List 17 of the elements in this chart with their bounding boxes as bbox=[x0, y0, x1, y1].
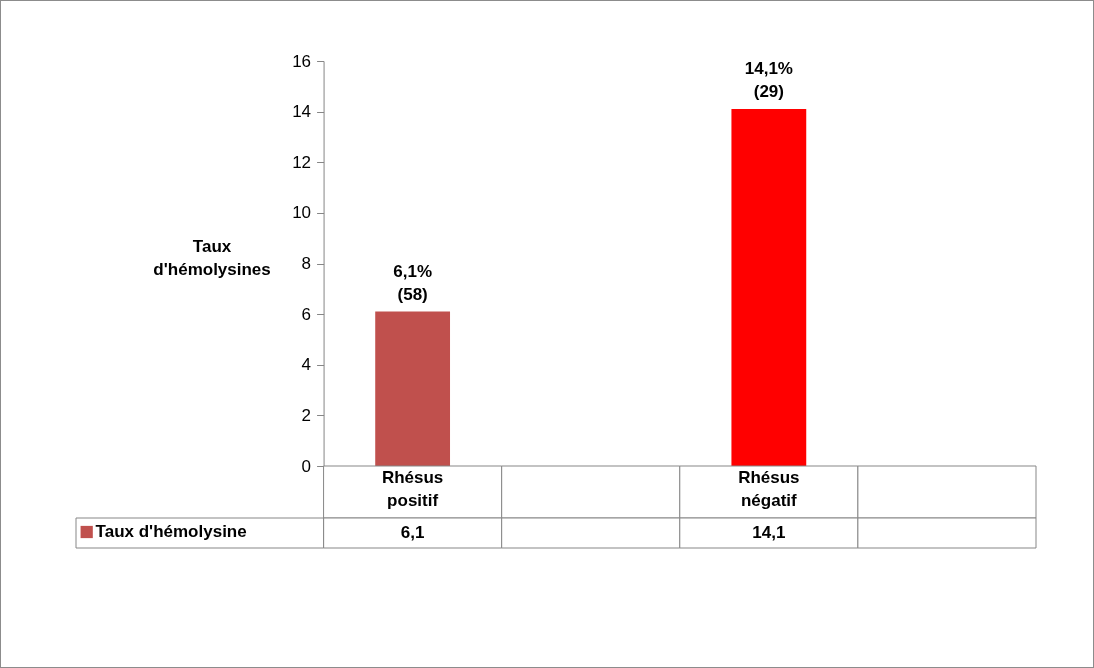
y-tick-label: 6 bbox=[301, 304, 312, 324]
x-tick-label: Rhésus positif bbox=[381, 468, 444, 510]
data-label: 6,1% (58) bbox=[393, 261, 432, 304]
y-axis-title: Taux d'hémolysines bbox=[153, 236, 271, 279]
x-tick-label: Rhésus négatif bbox=[738, 468, 800, 510]
y-tick-label: 14 bbox=[292, 102, 312, 122]
y-tick-label: 4 bbox=[301, 355, 312, 375]
y-tick-label: 12 bbox=[292, 152, 312, 172]
data-label: 14,1% (29) bbox=[744, 59, 793, 102]
text: 14,1 bbox=[752, 523, 786, 542]
text: 6,1 bbox=[400, 523, 425, 542]
y-tick-label: 10 bbox=[292, 203, 312, 223]
legend-label: Taux d'hémolysine bbox=[95, 522, 247, 541]
y-tick-label: 2 bbox=[301, 405, 312, 425]
y-tick-label: 16 bbox=[292, 51, 312, 71]
y-tick-label: 8 bbox=[301, 254, 312, 273]
y-tick-label: 0 bbox=[301, 456, 312, 476]
